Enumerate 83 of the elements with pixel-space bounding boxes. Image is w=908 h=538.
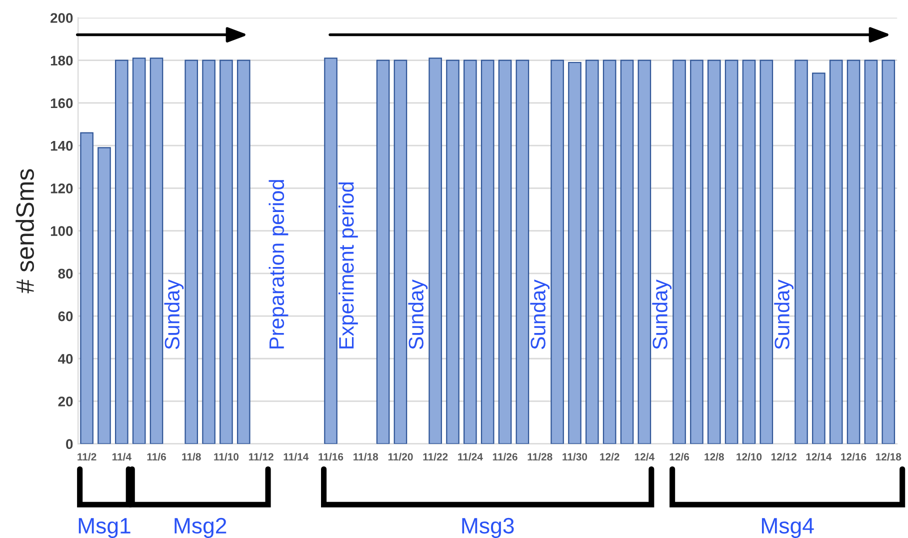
y-tick-label: 20: [58, 396, 73, 406]
y-tick-label: 0: [66, 439, 73, 450]
bar: [324, 58, 338, 444]
x-tick-label: 11/8: [182, 452, 201, 461]
x-tick-label: 11/16: [318, 452, 344, 461]
text: Msg3: [462, 518, 514, 538]
x-tick-label: 11/6: [147, 452, 166, 461]
y-tick-label: 80: [58, 268, 73, 279]
bar: [672, 60, 686, 444]
y-tick-label: 60: [58, 311, 73, 322]
bar: [428, 58, 442, 444]
x-tick-label: 11/10: [214, 452, 239, 461]
y-tick-label: 180: [50, 56, 73, 66]
bar: [394, 60, 408, 444]
text: Msg1: [78, 518, 130, 538]
bar: [550, 60, 564, 444]
bar: [742, 60, 756, 444]
bar: [150, 58, 164, 444]
y-tick-label: 200: [50, 13, 73, 23]
x-tick-label: 11/14: [284, 452, 309, 461]
bar: [480, 60, 494, 444]
bar: [812, 72, 826, 444]
bar: [220, 60, 233, 444]
bar: [98, 147, 111, 444]
bar: [864, 60, 878, 444]
bar: [446, 60, 460, 444]
bar: [794, 60, 808, 444]
bar: [115, 60, 128, 444]
x-tick-label: 11/30: [562, 452, 588, 461]
bar: [585, 60, 599, 444]
x-tick-label: 12/14: [806, 452, 832, 461]
y-axis-title: # sendSms: [16, 169, 34, 294]
bar: [602, 60, 616, 444]
bar: [202, 60, 216, 444]
x-tick-label: 11/4: [112, 452, 132, 461]
x-tick-label: 11/2: [78, 452, 96, 461]
bar: [464, 60, 477, 444]
x-tick-label: 11/28: [528, 452, 552, 461]
x-tick-label: 12/6: [670, 452, 690, 461]
x-tick-label: 12/18: [876, 452, 902, 461]
bar: [132, 58, 146, 444]
x-tick-label: 11/20: [388, 452, 413, 461]
annotation: Sunday: [408, 279, 428, 350]
bar: [568, 62, 582, 444]
x-tick-label: 12/8: [704, 452, 724, 461]
bar: [724, 60, 738, 444]
annotation: Preparation period: [268, 180, 288, 348]
bar: [376, 60, 390, 444]
annotation: Experiment period: [338, 182, 358, 348]
x-tick-label: 11/26: [492, 452, 518, 461]
y-tick-label: 140: [50, 140, 73, 151]
y-tick-label: 40: [58, 354, 73, 364]
bar: [707, 60, 721, 444]
y-tick-label: 120: [50, 184, 73, 194]
x-tick-label: 12/10: [736, 452, 762, 461]
annotation: Sunday: [164, 279, 184, 350]
bar: [236, 60, 250, 444]
annotation: Sunday: [652, 279, 672, 350]
x-tick-label: 12/12: [771, 452, 796, 461]
x-tick-label: 11/24: [458, 452, 483, 461]
bar: [829, 60, 843, 444]
bar: [638, 60, 652, 444]
y-tick-label: 100: [50, 226, 73, 236]
annotation: Sunday: [530, 279, 550, 350]
text: Msg4: [762, 518, 814, 538]
bar: [516, 60, 530, 444]
x-tick-label: 12/2: [600, 452, 620, 461]
y-tick-label: 160: [50, 98, 73, 108]
bar: [760, 60, 774, 444]
x-tick-label: 12/16: [841, 452, 866, 461]
bar: [498, 60, 512, 444]
bar: [690, 60, 704, 444]
x-tick-label: 12/4: [634, 452, 655, 461]
bar: [882, 60, 896, 444]
bar: [620, 60, 634, 444]
x-tick-label: 11/22: [423, 452, 448, 461]
x-tick-label: 11/12: [248, 452, 274, 461]
bar: [184, 60, 198, 444]
text: Msg2: [174, 518, 226, 538]
annotation: Sunday: [774, 279, 794, 350]
bar: [846, 60, 860, 444]
x-tick-label: 11/18: [354, 452, 378, 461]
bar: [80, 132, 94, 444]
